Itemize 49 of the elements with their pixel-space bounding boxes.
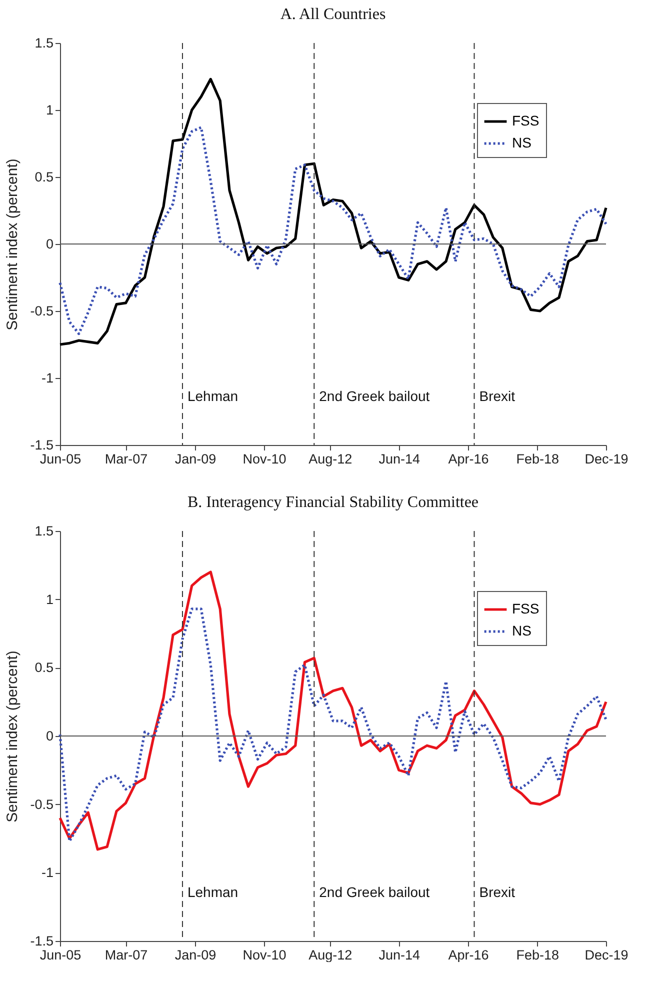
x-tick-label: Apr-16 <box>448 452 489 466</box>
ref-line-label: Lehman <box>187 884 238 900</box>
legend-label: FSS <box>512 600 540 616</box>
x-tick-label: Dec-19 <box>584 452 628 466</box>
x-tick-label: Jun-14 <box>378 948 421 962</box>
x-tick-label: Feb-18 <box>516 452 560 466</box>
y-tick-label: -0.5 <box>30 304 54 318</box>
x-tick-label: Apr-16 <box>448 948 489 962</box>
ref-line-label: Lehman <box>187 388 238 404</box>
y-tick-label: 0 <box>46 236 54 252</box>
y-tick-label: 1.5 <box>34 36 54 50</box>
x-tick-label: Feb-18 <box>516 948 560 962</box>
y-tick-label: 1 <box>46 592 54 607</box>
y-tick-label: 0 <box>46 728 54 744</box>
y-axis-title: Sentiment index (percent) <box>4 650 22 822</box>
line-series <box>58 78 608 346</box>
x-tick-label: Jan-09 <box>174 948 216 962</box>
x-tick-label: Jun-05 <box>40 452 82 466</box>
x-tick-label: Nov-10 <box>242 948 286 962</box>
x-tick-label: Jun-05 <box>40 948 82 962</box>
x-tick-label: Nov-10 <box>242 452 286 466</box>
ref-line-label: Brexit <box>479 388 516 404</box>
y-tick-label: 0.5 <box>34 170 54 184</box>
y-tick-label: -1.5 <box>30 934 54 948</box>
x-tick-label: Jun-14 <box>378 452 421 466</box>
x-tick-label: Aug-12 <box>308 452 352 466</box>
x-tick-label: Jan-09 <box>174 452 216 466</box>
y-tick-label: -1 <box>41 865 54 880</box>
y-tick-label: 1 <box>46 102 54 118</box>
y-tick-label: 0.5 <box>34 660 54 676</box>
line-series <box>58 570 608 851</box>
chart-title: A. All Countries <box>280 6 386 23</box>
x-tick-label: Dec-19 <box>584 948 628 962</box>
y-tick-label: 1.5 <box>34 524 54 538</box>
ref-line-label: Brexit <box>479 884 516 900</box>
x-tick-label: Mar-07 <box>104 948 148 962</box>
line-series <box>58 126 608 336</box>
x-tick-label: Aug-12 <box>308 948 352 962</box>
x-tick-label: Mar-07 <box>104 452 148 466</box>
legend-label: NS <box>512 622 532 638</box>
y-tick-label: -0.5 <box>30 796 54 812</box>
chart-title: B. Interagency Financial Stability Committee <box>187 494 479 511</box>
y-tick-label: -1 <box>41 370 54 386</box>
y-axis-title: Sentiment index (percent) <box>4 158 22 330</box>
legend-label: NS <box>512 134 532 150</box>
ref-line-label: 2nd Greek bailout <box>319 884 430 900</box>
y-tick-label: -1.5 <box>30 438 54 452</box>
legend-label: FSS <box>512 112 540 128</box>
ref-line-label: 2nd Greek bailout <box>319 388 430 404</box>
